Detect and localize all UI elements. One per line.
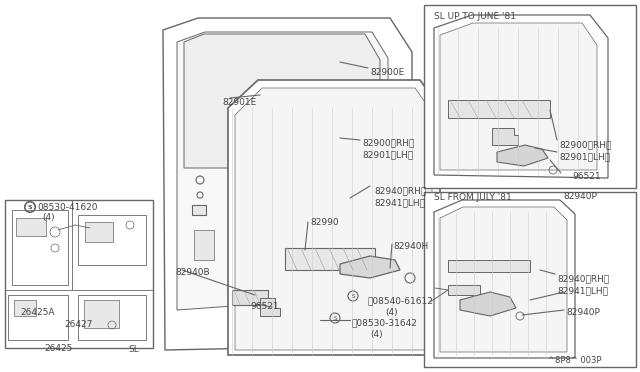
Polygon shape xyxy=(440,23,597,170)
Text: 26427: 26427 xyxy=(64,320,92,329)
Text: SL UP TO JUNE '81: SL UP TO JUNE '81 xyxy=(434,12,516,21)
Text: (4): (4) xyxy=(385,308,397,317)
Bar xyxy=(14,300,36,316)
Bar xyxy=(5,200,153,348)
Text: 82941〈LH〉: 82941〈LH〉 xyxy=(374,198,425,207)
Text: ゅ08530-31642: ゅ08530-31642 xyxy=(352,318,418,327)
Text: 96521: 96521 xyxy=(250,302,278,311)
Text: ゅ08540-61612: ゅ08540-61612 xyxy=(368,296,434,305)
Polygon shape xyxy=(235,88,432,350)
Bar xyxy=(424,192,636,367)
Polygon shape xyxy=(12,210,68,285)
Polygon shape xyxy=(497,145,548,166)
Polygon shape xyxy=(448,285,480,295)
Text: S: S xyxy=(351,294,355,298)
Bar xyxy=(194,230,214,260)
Polygon shape xyxy=(434,15,608,178)
Polygon shape xyxy=(448,100,550,118)
Polygon shape xyxy=(177,32,388,310)
Text: 82940H: 82940H xyxy=(393,242,428,251)
Polygon shape xyxy=(492,128,518,145)
Text: 08530-41620: 08530-41620 xyxy=(37,203,97,212)
Polygon shape xyxy=(232,290,268,305)
Text: 82941〈LH〉: 82941〈LH〉 xyxy=(557,286,608,295)
Text: 82901E: 82901E xyxy=(222,98,256,107)
Text: ^8P8^ 003P: ^8P8^ 003P xyxy=(548,356,602,365)
Polygon shape xyxy=(440,207,567,352)
Text: S: S xyxy=(333,315,337,321)
Text: 82940〈RH〉: 82940〈RH〉 xyxy=(557,274,609,283)
Text: 26425A: 26425A xyxy=(20,308,54,317)
Text: 82940P: 82940P xyxy=(563,192,597,201)
Text: 82990: 82990 xyxy=(310,218,339,227)
Text: 82900〈RH〉: 82900〈RH〉 xyxy=(559,140,611,149)
Text: 82900E: 82900E xyxy=(370,68,404,77)
Text: SL: SL xyxy=(128,345,139,354)
Text: S: S xyxy=(28,205,32,209)
Polygon shape xyxy=(184,34,380,168)
Bar xyxy=(8,295,68,340)
Polygon shape xyxy=(434,200,575,358)
Bar xyxy=(192,205,206,215)
Bar xyxy=(424,5,636,188)
Text: 82901〈LH〉: 82901〈LH〉 xyxy=(362,150,413,159)
Text: 82901〈LH〉: 82901〈LH〉 xyxy=(559,152,610,161)
Polygon shape xyxy=(285,248,375,270)
Polygon shape xyxy=(460,292,516,316)
Text: S: S xyxy=(28,205,32,209)
Text: (4): (4) xyxy=(370,330,383,339)
Polygon shape xyxy=(260,298,280,316)
Text: 26425: 26425 xyxy=(44,344,72,353)
Text: 82940〈RH〉: 82940〈RH〉 xyxy=(374,186,426,195)
Text: 82900〈RH〉: 82900〈RH〉 xyxy=(362,138,414,147)
Text: 82940B: 82940B xyxy=(175,268,210,277)
Polygon shape xyxy=(448,260,530,272)
Bar xyxy=(16,218,46,236)
Bar xyxy=(84,300,119,328)
Text: (4): (4) xyxy=(42,213,54,222)
Polygon shape xyxy=(163,18,412,350)
Bar xyxy=(78,215,146,265)
Polygon shape xyxy=(340,256,400,278)
Text: 82940P: 82940P xyxy=(566,308,600,317)
Bar xyxy=(78,295,146,340)
Text: SL FROM JULY '81: SL FROM JULY '81 xyxy=(434,193,512,202)
Bar xyxy=(85,222,113,242)
Polygon shape xyxy=(228,80,440,355)
Text: 96521: 96521 xyxy=(572,172,600,181)
